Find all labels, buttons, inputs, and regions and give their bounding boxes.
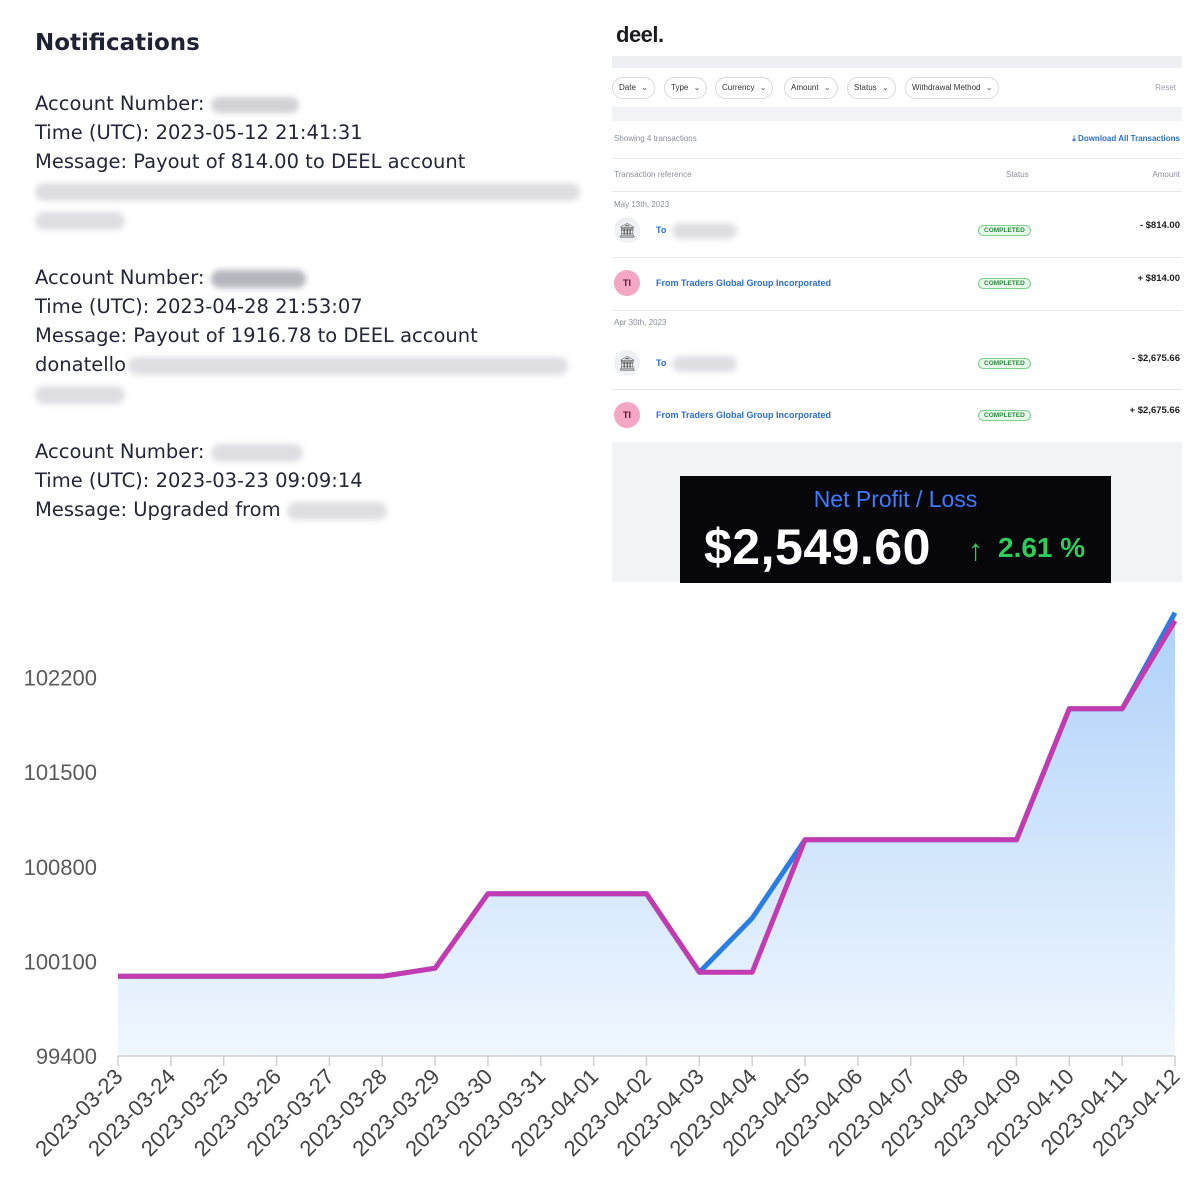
filter-withdrawal-method[interactable]: Withdrawal Method ⌄: [905, 77, 1000, 99]
notification-item: Account Number: Time (UTC): 2023-03-23 0…: [35, 437, 595, 524]
message-label: Message:: [35, 324, 128, 347]
message-label: Message:: [35, 150, 128, 173]
divider: [612, 158, 1182, 159]
download-icon: ⤓: [1072, 134, 1079, 143]
transaction-row[interactable]: TI From Traders Global Group Incorporate…: [612, 258, 1182, 310]
status-badge: COMPLETED: [978, 225, 1031, 236]
header-bar: [612, 56, 1182, 68]
transaction-amount: - $814.00: [1139, 220, 1180, 231]
redacted-text: [35, 385, 125, 404]
chevron-down-icon: ⌄: [985, 83, 993, 92]
net-profit-percent: 2.61 %: [998, 532, 1086, 563]
redacted-account: [210, 269, 306, 288]
net-profit-value: $2,549.60: [704, 519, 931, 575]
redacted-account: [210, 443, 303, 462]
filter-bar: Date ⌄ Type ⌄ Currency ⌄ Amount ⌄ Status ⌄ Wi…: [612, 77, 1182, 101]
time-value: 2023-04-28 21:53:07: [155, 295, 363, 318]
divider-band: [612, 107, 1182, 121]
equity-balance-chart: 99400 100100 100800 101500 102200 2023-03-23…: [24, 611, 1185, 1161]
date-group-label: May 13th, 2023: [614, 200, 670, 209]
redacted-text: [286, 501, 387, 520]
y-axis: 99400 100100 100800 101500 102200: [24, 666, 97, 1069]
status-badge: COMPLETED: [978, 358, 1031, 369]
arrow-up-icon: ↑: [968, 534, 983, 567]
status-badge: COMPLETED: [978, 410, 1031, 421]
time-value: 2023-05-12 21:41:31: [155, 121, 363, 144]
transaction-amount: + $2,675.66: [1129, 405, 1180, 416]
date-group-label: Apr 30th, 2023: [614, 318, 667, 327]
redacted-text: [35, 211, 125, 230]
x-axis: 2023-03-232023-03-242023-03-252023-03-26…: [30, 1056, 1185, 1161]
redacted-text: [35, 182, 580, 201]
divider: [612, 257, 1182, 258]
message-value: Upgraded from: [133, 498, 281, 521]
chevron-down-icon: ⌄: [759, 83, 767, 92]
transaction-row[interactable]: 🏛 To COMPLETED - $2,675.66: [612, 338, 1182, 390]
transaction-row[interactable]: TI From Traders Global Group Incorporate…: [612, 390, 1182, 442]
transaction-ref[interactable]: To: [656, 225, 667, 235]
redacted-text: [672, 356, 737, 372]
transaction-amount: + $814.00: [1137, 273, 1180, 284]
divider: [612, 191, 1182, 192]
net-profit-label: Net Profit / Loss: [813, 486, 978, 512]
filter-currency[interactable]: Currency ⌄: [715, 77, 774, 99]
chevron-down-icon: ⌄: [641, 83, 648, 92]
transaction-ref[interactable]: To: [656, 358, 667, 368]
bank-icon: 🏛: [614, 217, 640, 243]
download-all-button[interactable]: ⤓ Download All Transactions: [1072, 134, 1180, 143]
equity-area: [118, 612, 1175, 1056]
column-header-status: Status: [1006, 170, 1029, 179]
showing-count: Showing 4 transactions: [614, 134, 697, 143]
divider: [612, 310, 1182, 311]
time-label: Time (UTC):: [35, 295, 150, 318]
filter-amount[interactable]: Amount ⌄: [784, 77, 838, 99]
status-badge: COMPLETED: [978, 278, 1031, 289]
reset-button[interactable]: Reset: [1155, 83, 1176, 92]
chevron-down-icon: ⌄: [881, 83, 889, 92]
redacted-text: [128, 356, 569, 375]
account-label: Account Number:: [35, 92, 205, 115]
chevron-down-icon: ⌄: [693, 83, 701, 92]
y-tick-label: 102200: [24, 666, 97, 691]
message-label: Message:: [35, 498, 128, 521]
ti-avatar: TI: [614, 402, 640, 428]
net-profit-card: Net Profit / Loss $2,549.60 ↑ 2.61 %: [680, 476, 1111, 583]
notification-item: Account Number: Time (UTC): 2023-04-28 2…: [35, 263, 595, 404]
filter-type[interactable]: Type ⌄: [664, 77, 708, 99]
transaction-row[interactable]: 🏛 To COMPLETED - $814.00: [612, 205, 1182, 257]
y-tick-label: 100800: [24, 855, 97, 880]
account-label: Account Number:: [35, 440, 205, 463]
message-value: Payout of 814.00 to DEEL account: [133, 150, 466, 173]
balance-line: [118, 619, 1178, 979]
y-tick-label: 101500: [24, 760, 97, 785]
bank-icon: 🏛: [614, 350, 640, 376]
redacted-text: [672, 223, 737, 239]
redacted-account: [210, 96, 299, 113]
y-tick-label: 99400: [36, 1044, 97, 1069]
chevron-down-icon: ⌄: [823, 83, 831, 92]
notification-item: Account Number: Time (UTC): 2023-05-12 2…: [35, 89, 595, 230]
notifications-panel: Notifications Account Number: Time (UTC)…: [0, 0, 600, 590]
time-value: 2023-03-23 09:09:14: [155, 469, 363, 492]
account-label: Account Number:: [35, 266, 205, 289]
y-tick-label: 100100: [24, 949, 97, 974]
transaction-amount: - $2,675.66: [1131, 353, 1180, 364]
transaction-ref[interactable]: From Traders Global Group Incorporated: [656, 278, 832, 288]
column-header-amount: Amount: [1152, 170, 1180, 179]
message-value: Payout of 1916.78 to DEEL account: [133, 324, 478, 347]
time-label: Time (UTC):: [35, 469, 150, 492]
filter-date[interactable]: Date ⌄: [612, 77, 655, 99]
deel-logo: deel.: [616, 22, 664, 47]
transaction-ref[interactable]: From Traders Global Group Incorporated: [656, 410, 832, 420]
message-continued: donatello: [35, 353, 127, 376]
time-label: Time (UTC):: [35, 121, 150, 144]
notifications-title: Notifications: [35, 30, 200, 56]
ti-avatar: TI: [614, 270, 640, 296]
divider: [612, 389, 1182, 390]
column-header-reference: Transaction reference: [614, 170, 692, 179]
filter-status[interactable]: Status ⌄: [847, 77, 896, 99]
